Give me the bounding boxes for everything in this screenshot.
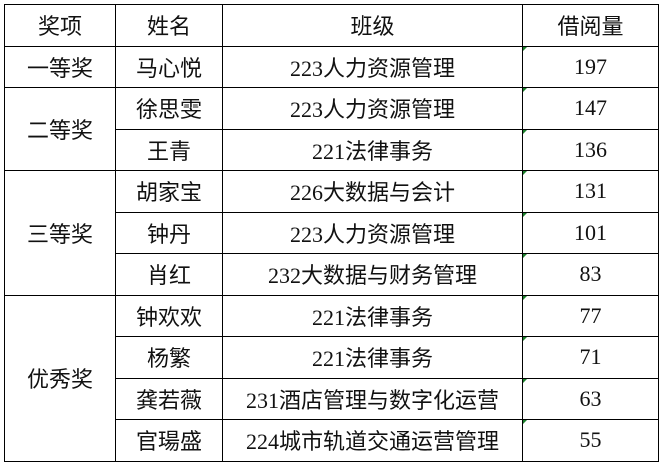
table-row: 三等奖 胡家宝 226大数据与会计 131 — [4, 170, 659, 296]
name-cell[interactable]: 官瑒盛 — [115, 419, 223, 462]
table-row: 王青 221法律事务 136 — [5, 128, 659, 171]
class-cell[interactable]: 223人力资源管理 — [222, 87, 523, 130]
award-table: 奖项 姓名 班级 借阅量 一等奖 马心悦 223人力资源管理 197 二等奖 徐思雯 223… — [4, 4, 659, 462]
count-cell[interactable]: 83 — [522, 253, 659, 296]
count-cell[interactable]: 63 — [522, 377, 659, 420]
class-cell[interactable]: 226大数据与会计 — [222, 170, 523, 213]
class-cell[interactable]: 224城市轨道交通运营管理 — [222, 419, 523, 462]
award-cell[interactable]: 三等奖 — [4, 170, 116, 296]
count-cell[interactable]: 147 — [522, 87, 659, 130]
header-award[interactable]: 奖项 — [4, 4, 116, 47]
count-cell[interactable]: 136 — [522, 128, 659, 171]
class-cell[interactable]: 221法律事务 — [222, 336, 523, 379]
name-cell[interactable]: 肖红 — [115, 253, 223, 296]
count-cell[interactable]: 197 — [522, 45, 659, 88]
class-cell[interactable]: 232大数据与财务管理 — [222, 253, 523, 296]
table-row: 二等奖 徐思雯 223人力资源管理 147 — [4, 87, 659, 171]
class-cell[interactable]: 221法律事务 — [222, 128, 523, 171]
award-cell[interactable]: 优秀奖 — [4, 294, 116, 462]
class-cell[interactable]: 223人力资源管理 — [222, 45, 523, 88]
table-row: 一等奖 马心悦 223人力资源管理 197 — [4, 45, 659, 88]
name-cell[interactable]: 徐思雯 — [115, 87, 223, 130]
header-row: 奖项 姓名 班级 借阅量 — [4, 4, 659, 47]
class-cell[interactable]: 221法律事务 — [222, 294, 523, 337]
name-cell[interactable]: 王青 — [115, 128, 223, 171]
table-row: 优秀奖 钟欢欢 221法律事务 77 — [4, 294, 659, 462]
count-cell[interactable]: 101 — [522, 211, 659, 254]
count-cell[interactable]: 77 — [522, 294, 659, 337]
class-cell[interactable]: 223人力资源管理 — [222, 211, 523, 254]
header-count[interactable]: 借阅量 — [522, 4, 659, 47]
count-cell[interactable]: 131 — [522, 170, 659, 213]
name-cell[interactable]: 杨繁 — [115, 336, 223, 379]
name-cell[interactable]: 钟丹 — [115, 211, 223, 254]
name-cell[interactable]: 龚若薇 — [115, 377, 223, 420]
name-cell[interactable]: 钟欢欢 — [115, 294, 223, 337]
table-row: 杨繁 221法律事务 71 — [5, 336, 659, 379]
table-row: 官瑒盛 224城市轨道交通运营管理 55 — [5, 419, 659, 462]
name-cell[interactable]: 胡家宝 — [115, 170, 223, 213]
award-cell[interactable]: 一等奖 — [4, 45, 116, 88]
award-cell[interactable]: 二等奖 — [4, 87, 116, 171]
name-cell[interactable]: 马心悦 — [115, 45, 223, 88]
header-class[interactable]: 班级 — [222, 4, 523, 47]
class-cell[interactable]: 231酒店管理与数字化运营 — [222, 377, 523, 420]
count-cell[interactable]: 71 — [522, 336, 659, 379]
header-name[interactable]: 姓名 — [115, 4, 223, 47]
count-cell[interactable]: 55 — [522, 419, 659, 462]
